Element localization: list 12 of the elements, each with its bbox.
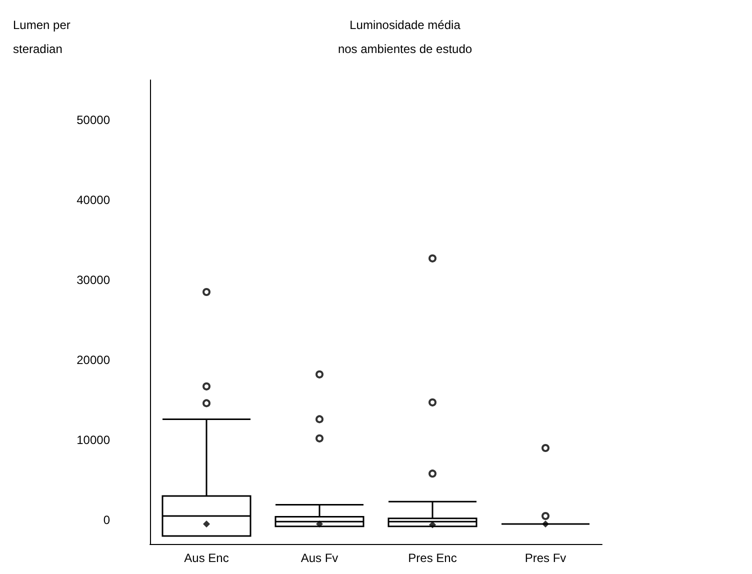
y-tick-label: 40000: [76, 193, 110, 207]
y-tick-label: 50000: [76, 113, 110, 127]
x-tick-label: Aus Enc: [184, 551, 229, 565]
y-tick-label: 10000: [76, 433, 110, 447]
y-tick-label: 20000: [76, 353, 110, 367]
chart-title: Luminosidade média nos ambientes de estudo: [338, 18, 472, 56]
y-tick-label: 0: [103, 513, 110, 527]
y-tick-label: 30000: [76, 273, 110, 287]
y-axis-title: Lumen per steradian: [13, 18, 70, 56]
x-tick-label: Aus Fv: [300, 551, 338, 565]
x-tick-label: Pres Fv: [524, 551, 566, 565]
x-tick-label: Pres Enc: [408, 551, 457, 565]
